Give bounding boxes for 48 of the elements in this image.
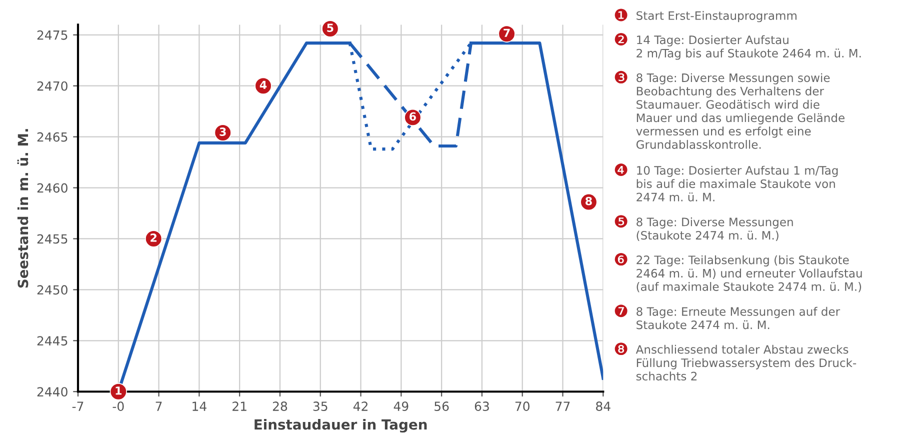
y-tick-label: 2445 — [37, 336, 68, 346]
text: ❻ — [614, 253, 628, 266]
annotation: 2 — [150, 234, 156, 242]
x-axis-title: Einstaudauer in Tagen — [254, 418, 427, 433]
text: ❼ — [614, 304, 628, 318]
text: Start Erst-Einstauprogramm — [636, 11, 796, 22]
x-tick-label: 42 — [353, 402, 368, 411]
y-tick-label: 2470 — [37, 81, 68, 91]
text: 8 Tage: Erneute Messungen auf der Staukote 2474 m. ü. M. — [636, 306, 840, 330]
annotation: 7 — [504, 28, 510, 37]
annotation: 4 — [260, 80, 267, 89]
annotation: 6 — [410, 112, 416, 121]
x-tick-label: 14 — [192, 402, 206, 411]
x-tick-label: 21 — [232, 402, 246, 411]
annotation: 1 — [116, 386, 122, 395]
x-tick-label: 63 — [474, 402, 489, 412]
annotation: 5 — [327, 24, 334, 32]
y-tick-label: 2460 — [37, 183, 68, 193]
annotation: 3 — [220, 128, 226, 136]
x-tick-label: -0 — [112, 402, 124, 412]
y-tick-label: 2475 — [37, 30, 68, 40]
y-tick-label: 2450 — [37, 285, 68, 295]
text: ❶ — [614, 8, 628, 22]
x-tick-label: 49 — [394, 402, 408, 412]
text: 8 Tage: Diverse Messungen sowie Beobachtung des Verhaltens der Staumauer. Geodätisch wird die Mauer und das umliegende Gelände vermessen und es erfolgt eine Grundablasskontrolle. — [636, 73, 844, 149]
x-tick-label: 7 — [156, 402, 162, 411]
y-tick-label: 2455 — [37, 234, 68, 244]
x-tick-label: -7 — [72, 402, 84, 411]
x-tick-label: 70 — [515, 402, 530, 412]
x-tick-label: 35 — [313, 402, 328, 412]
y-tick-label: 2465 — [37, 132, 68, 142]
x-tick-label: 77 — [556, 402, 570, 411]
text: ❹ — [614, 164, 628, 176]
text: 8 Tage: Diverse Messungen (Staukote 2474 m. ü. M.) — [636, 217, 793, 242]
text: ❺ — [614, 215, 628, 228]
y-tick-label: 2440 — [37, 387, 68, 397]
x-tick-label: 84 — [596, 402, 610, 412]
text: ❸ — [614, 70, 628, 84]
x-tick-label: 28 — [272, 402, 288, 412]
text: Anschliessend totaler Abstau zwecks Füllung Triebwassersystem des Druck- schachts 2 — [636, 344, 856, 380]
text: ❷ — [614, 32, 628, 46]
text: ❽ — [614, 342, 628, 356]
text: 14 Tage: Dosierter Aufstau 2 m/Tag bis auf Staukote 2464 m. ü. M. — [636, 35, 861, 60]
x-tick-label: 56 — [434, 402, 449, 412]
text: 10 Tage: Dosierter Aufstau 1 m/Tag bis auf die maximale Staukote von 2474 m. ü. M. — [636, 166, 838, 202]
annotation: 8 — [586, 196, 592, 206]
y-axis-title: Seestand in m. ü. M. — [17, 129, 28, 288]
text: 22 Tage: Teilabsenkung (bis Staukote 2464 m. ü. M) und erneuter Vollaufstau (auf maximale Staukote 2474 m. ü. M.) — [636, 255, 862, 292]
